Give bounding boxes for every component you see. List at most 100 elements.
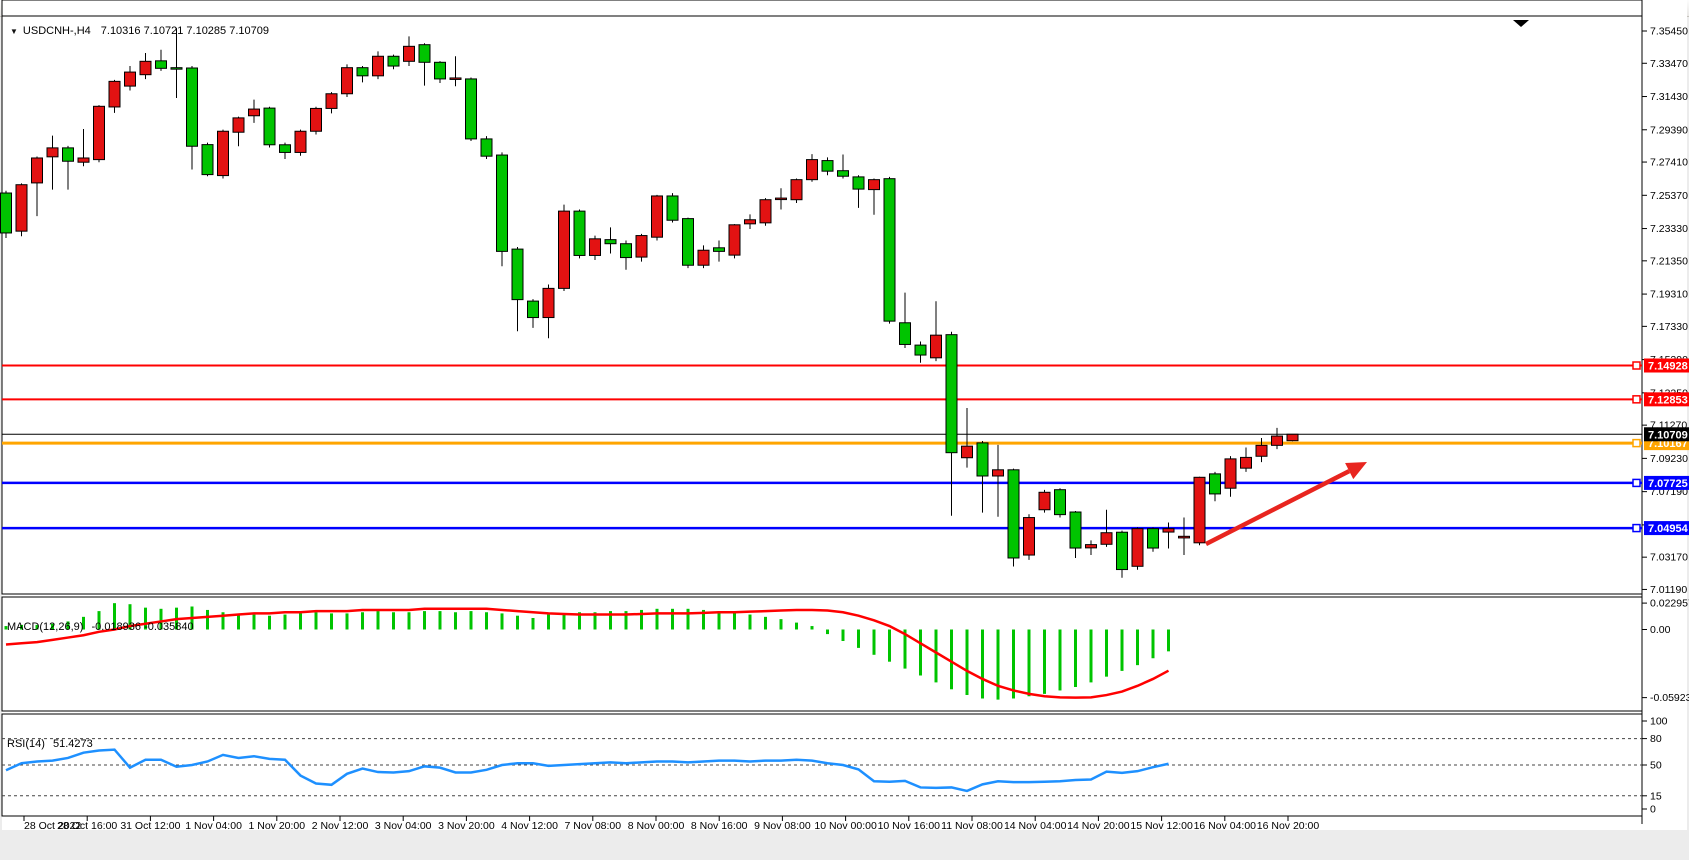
time-tick-label: 14 Nov 20:00 [1067, 820, 1130, 832]
support-line-2-badge [1644, 521, 1689, 536]
chart-symbol-period: USDCNH-,H4 [22, 25, 91, 37]
time-tick-label: 10 Nov 00:00 [814, 820, 877, 832]
chart-header-strip [1, 0, 1643, 17]
macd-pane-label: MACD(12,26,9) -0.018936 -0.035840 [7, 621, 194, 633]
support-line-2-handle[interactable] [1632, 523, 1641, 533]
candle-body [1038, 491, 1051, 511]
candle-body [217, 130, 229, 177]
chart-title-bar: ▼ USDCNH-,H4 7.10316 7.10721 7.10285 7.1… [10, 25, 269, 37]
rsi-line [5, 748, 1169, 793]
candle-body [697, 249, 710, 266]
candle-body [170, 67, 183, 70]
current-price-badge [1644, 427, 1689, 442]
candle-body [759, 199, 772, 224]
candle-body [449, 77, 462, 80]
macd-tick-label: -0.059235 [1650, 692, 1689, 704]
pivot-line-handle[interactable] [1632, 438, 1641, 448]
candle-body [1116, 531, 1128, 571]
candle-body [356, 67, 369, 77]
time-tick-label: 3 Nov 04:00 [375, 820, 432, 832]
rsi-tick-label: 100 [1650, 716, 1668, 728]
candle-body [62, 147, 74, 162]
candle-body [744, 219, 756, 225]
candle-body [480, 138, 493, 157]
candle-body [713, 247, 725, 252]
resistance-line-1-badge [1644, 358, 1689, 373]
price-tick-label: 7.09230 [1650, 453, 1688, 465]
resistance-line-2-badge [1644, 392, 1689, 407]
candle-body [666, 195, 679, 221]
candle-body [403, 45, 415, 62]
resistance-line-2-handle[interactable] [1632, 395, 1641, 404]
candle-body [1054, 489, 1066, 516]
candle-body [155, 60, 167, 69]
time-tick-label: 8 Nov 16:00 [691, 820, 748, 832]
candle-body [620, 243, 632, 259]
candle-body [108, 80, 121, 108]
candle-body [1193, 476, 1206, 544]
candle-body [186, 67, 198, 147]
candle-body [418, 44, 431, 63]
time-tick-label: 28 Oct 16:00 [57, 820, 117, 832]
time-tick-label: 3 Nov 20:00 [438, 820, 495, 832]
time-tick-label: 28 Oct 2022 [24, 820, 81, 832]
candle-body [372, 55, 384, 77]
candle-body [294, 130, 307, 153]
candle-body [914, 344, 927, 356]
candle-body [279, 144, 291, 153]
support-line-1-badge-label: 7.07725 [1648, 478, 1688, 490]
chart-dropdown-icon[interactable]: ▼ [10, 26, 18, 36]
candle-body [139, 60, 152, 76]
support-line-2-badge-label: 7.04954 [1648, 523, 1689, 535]
candle-body [992, 469, 1004, 477]
time-tick-label: 2 Nov 12:00 [312, 820, 369, 832]
resistance-line-1-handle[interactable] [1632, 361, 1641, 370]
candle-body [15, 184, 28, 232]
rsi-tick-label: 0 [1650, 804, 1656, 816]
candle-body [93, 105, 105, 161]
candle-body [1023, 517, 1035, 556]
time-tick-label: 10 Nov 16:00 [878, 820, 941, 832]
candle-body [651, 195, 663, 238]
time-tick-label: 1 Nov 04:00 [185, 820, 242, 832]
rsi-indicator-name: RSI(14) [7, 738, 45, 750]
candle-body [1131, 528, 1144, 567]
candle-body [1147, 528, 1159, 549]
trend-arrow-head[interactable] [1345, 462, 1367, 480]
rsi-pane-label: RSI(14) 51.4273 [7, 738, 93, 750]
candle-body [976, 442, 989, 477]
candle-body [728, 224, 741, 256]
candle-body [775, 197, 787, 201]
price-tick-label: 7.29390 [1650, 124, 1688, 136]
price-tick-label: 7.35450 [1650, 26, 1688, 38]
candle-body [248, 108, 260, 117]
main-pane [1, 15, 1643, 595]
candle-body [0, 192, 12, 234]
candle-body [434, 61, 446, 80]
candle-body [77, 157, 90, 163]
chart-shift-marker-icon[interactable] [1513, 20, 1529, 27]
price-tick-label: 7.23330 [1650, 223, 1688, 235]
candle-body [511, 248, 524, 301]
candle-body [573, 210, 586, 256]
candle-body [1178, 535, 1190, 539]
candle-body [899, 322, 911, 345]
price-tick-label: 7.01190 [1650, 584, 1687, 596]
candle-body [1100, 532, 1113, 545]
macd-tick-label: 0.022957 [1650, 598, 1689, 610]
chart-ohlc-values: 7.10316 7.10721 7.10285 7.10709 [100, 25, 269, 37]
candle-body [341, 67, 353, 95]
trend-arrow[interactable] [1204, 469, 1351, 547]
support-line-1-handle[interactable] [1632, 478, 1641, 488]
candle-body [1162, 528, 1175, 533]
rsi-pane [1, 713, 1643, 817]
candle-body [1240, 456, 1252, 469]
candle-body [589, 238, 601, 256]
candle-body [930, 334, 942, 359]
candle-body [124, 71, 136, 87]
candle-body [1007, 469, 1020, 559]
candle-body [1271, 435, 1283, 446]
candle-body [790, 179, 803, 201]
macd-signal-line [5, 607, 1170, 699]
candle-body [837, 170, 849, 177]
